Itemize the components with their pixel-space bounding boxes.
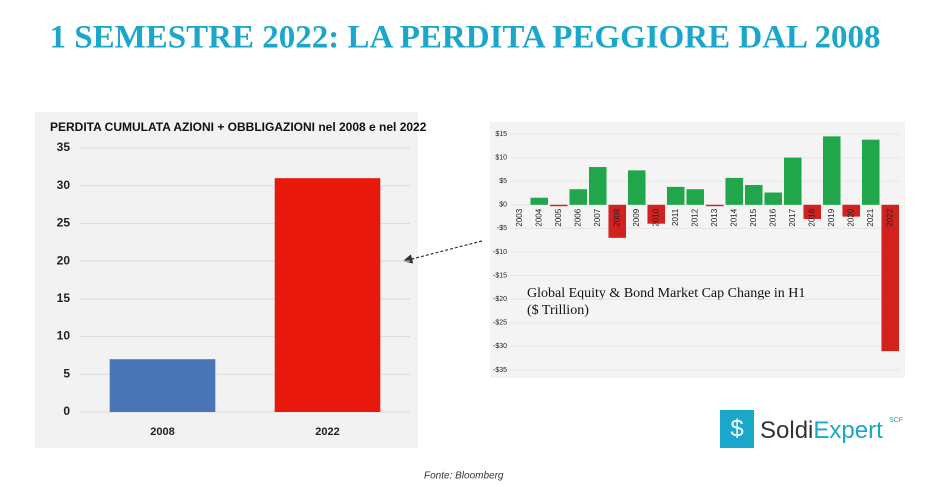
bar bbox=[783, 157, 802, 205]
bar bbox=[109, 359, 216, 412]
x-tick-label: 2012 bbox=[690, 208, 699, 226]
bar bbox=[608, 204, 627, 238]
source: Fonte: Bloomberg bbox=[424, 471, 504, 482]
logo-name: Expert bbox=[813, 417, 883, 444]
y-tick-label: 5 bbox=[63, 366, 70, 380]
y-tick-label: 15 bbox=[57, 291, 71, 305]
x-tick-label: 2014 bbox=[729, 208, 738, 226]
chart-subtitle: ($ Trillion) bbox=[527, 303, 589, 318]
bar bbox=[274, 178, 381, 412]
logo-name: Soldi bbox=[760, 417, 813, 444]
y-tick-label: 30 bbox=[57, 178, 71, 192]
y-tick-label: 10 bbox=[57, 329, 71, 343]
y-tick-label: 0 bbox=[63, 404, 70, 418]
x-tick-label: 2021 bbox=[866, 208, 875, 226]
y-tick-label: $0 bbox=[499, 202, 507, 209]
bar bbox=[744, 184, 763, 205]
chart-title: PERDITA CUMULATA AZIONI + OBBLIGAZIONI n… bbox=[50, 120, 427, 134]
bar bbox=[627, 170, 646, 205]
x-tick-label: 2015 bbox=[749, 208, 758, 226]
y-tick-label: -$20 bbox=[493, 296, 507, 303]
x-tick-label: 2005 bbox=[554, 208, 563, 226]
bar bbox=[842, 204, 861, 217]
logo-text: SoldiExpert bbox=[760, 417, 883, 444]
bar bbox=[549, 204, 568, 207]
y-tick-label: 25 bbox=[57, 216, 71, 230]
y-tick-label: -$10 bbox=[493, 249, 507, 256]
y-tick-label: -$15 bbox=[493, 272, 507, 279]
x-tick-label: 2013 bbox=[710, 208, 719, 226]
logo-suffix: SCF bbox=[889, 417, 903, 424]
x-tick-label: 2008 bbox=[612, 208, 621, 226]
y-tick-label: $10 bbox=[495, 154, 507, 161]
bar bbox=[881, 204, 900, 352]
x-tick-label: 2022 bbox=[315, 426, 339, 438]
x-tick-label: 2003 bbox=[515, 208, 524, 226]
x-tick-label: 2008 bbox=[150, 426, 174, 438]
y-tick-label: -$5 bbox=[497, 225, 507, 232]
bar bbox=[822, 136, 841, 205]
bar bbox=[705, 204, 724, 207]
x-tick-label: 2018 bbox=[807, 208, 816, 226]
bar bbox=[647, 204, 666, 224]
slide-title: 1 SEMESTRE 2022: LA PERDITA PEGGIORE DAL… bbox=[50, 20, 881, 56]
y-tick-label: $5 bbox=[499, 178, 507, 185]
y-tick-label: -$35 bbox=[493, 367, 507, 374]
y-tick-label: 35 bbox=[57, 140, 71, 154]
x-tick-label: 2010 bbox=[651, 208, 660, 226]
x-tick-label: 2017 bbox=[788, 208, 797, 226]
x-tick-label: 2011 bbox=[671, 208, 680, 226]
arrow bbox=[402, 240, 483, 264]
y-tick-label: -$25 bbox=[493, 320, 507, 327]
y-tick-label: 20 bbox=[57, 253, 71, 267]
y-tick-label: -$30 bbox=[493, 343, 507, 350]
bar bbox=[569, 189, 588, 205]
x-tick-label: 2019 bbox=[827, 208, 836, 226]
x-tick-label: 2009 bbox=[632, 208, 641, 226]
bar bbox=[686, 189, 705, 205]
x-tick-label: 2006 bbox=[573, 208, 582, 226]
logo-icon bbox=[720, 410, 754, 448]
bar bbox=[803, 204, 822, 219]
bar bbox=[666, 186, 685, 205]
bar bbox=[861, 139, 880, 205]
bar bbox=[725, 177, 744, 205]
bar bbox=[588, 167, 607, 205]
x-tick-label: 2004 bbox=[534, 208, 543, 226]
chart-bg bbox=[490, 122, 905, 378]
x-tick-label: 2020 bbox=[846, 208, 855, 226]
bar bbox=[764, 192, 783, 205]
bar bbox=[530, 197, 549, 205]
x-tick-label: 2022 bbox=[885, 208, 894, 226]
logo-symbol: $ bbox=[730, 415, 743, 442]
y-tick-label: $15 bbox=[495, 131, 507, 138]
x-tick-label: 2016 bbox=[768, 208, 777, 226]
x-tick-label: 2007 bbox=[593, 208, 602, 226]
chart-title: Global Equity & Bond Market Cap Change i… bbox=[527, 286, 805, 301]
